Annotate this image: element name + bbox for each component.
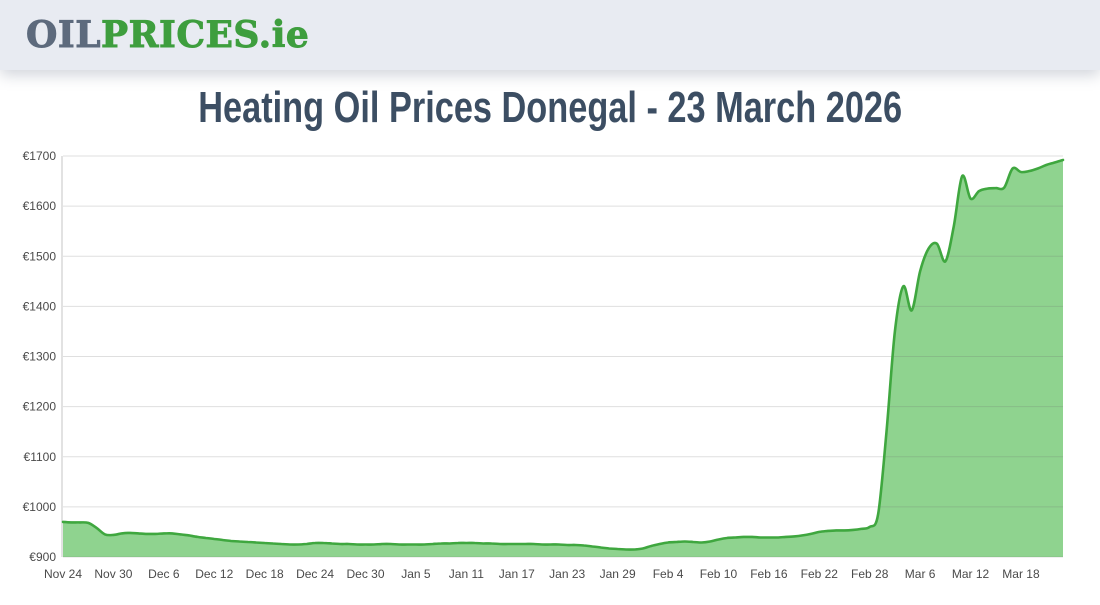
x-axis-label: Jan 17 xyxy=(499,567,535,581)
site-header: OILPRICES.ie xyxy=(0,0,1100,70)
x-axis-label: Dec 6 xyxy=(148,567,180,581)
y-axis-label: €1100 xyxy=(24,450,57,464)
x-axis-label: Jan 23 xyxy=(549,567,585,581)
y-axis-label: €1300 xyxy=(23,350,57,364)
x-axis-label: Feb 4 xyxy=(653,567,684,581)
x-axis-label: Mar 6 xyxy=(905,567,936,581)
x-axis-label: Jan 5 xyxy=(401,567,431,581)
y-axis-label: €1500 xyxy=(23,249,57,263)
x-axis-label: Dec 30 xyxy=(347,567,385,581)
y-axis-label: €1700 xyxy=(23,149,57,163)
price-area-chart-svg: €900 €1000 €1100 €1200 €1300 €1400 €1500 €1600 €… xyxy=(23,149,1065,581)
page-title: Heating Oil Prices Donegal - 23 March 20… xyxy=(0,83,1100,132)
y-axis-label: €1600 xyxy=(23,199,57,213)
x-axis-label: Feb 28 xyxy=(851,567,889,581)
x-axis-label: Nov 30 xyxy=(94,567,132,581)
x-axis-label: Dec 24 xyxy=(296,567,334,581)
heating-oil-price-chart[interactable]: €900 €1000 €1100 €1200 €1300 €1400 €1500 €1600 €… xyxy=(0,145,1100,600)
x-axis-label: Jan 11 xyxy=(449,567,484,581)
x-axis-label: Dec 18 xyxy=(246,567,284,581)
logo-text-prices: PRICES xyxy=(101,14,259,56)
y-axis-label: €1000 xyxy=(23,500,57,514)
y-axis-label: €900 xyxy=(29,550,56,564)
x-axis-label: Feb 22 xyxy=(801,567,839,581)
x-axis-label: Dec 12 xyxy=(195,567,233,581)
y-axis-label: €1200 xyxy=(23,400,57,414)
site-logo[interactable]: OILPRICES.ie xyxy=(26,14,310,56)
logo-text-ie: .ie xyxy=(258,14,310,56)
logo-text-oil: OIL xyxy=(26,14,102,56)
price-line-series xyxy=(61,158,1065,551)
x-axis-label: Nov 24 xyxy=(44,567,82,581)
x-axis-label: Mar 18 xyxy=(1002,567,1040,581)
y-axis-label: €1400 xyxy=(23,299,57,313)
x-axis-label: Mar 12 xyxy=(952,567,990,581)
page-title-text: Heating Oil Prices Donegal - 23 March 20… xyxy=(198,83,902,132)
x-axis-label: Feb 16 xyxy=(750,567,788,581)
price-area-fill xyxy=(63,160,1063,557)
x-axis-label: Feb 10 xyxy=(700,567,738,581)
x-axis-label: Jan 29 xyxy=(600,567,636,581)
